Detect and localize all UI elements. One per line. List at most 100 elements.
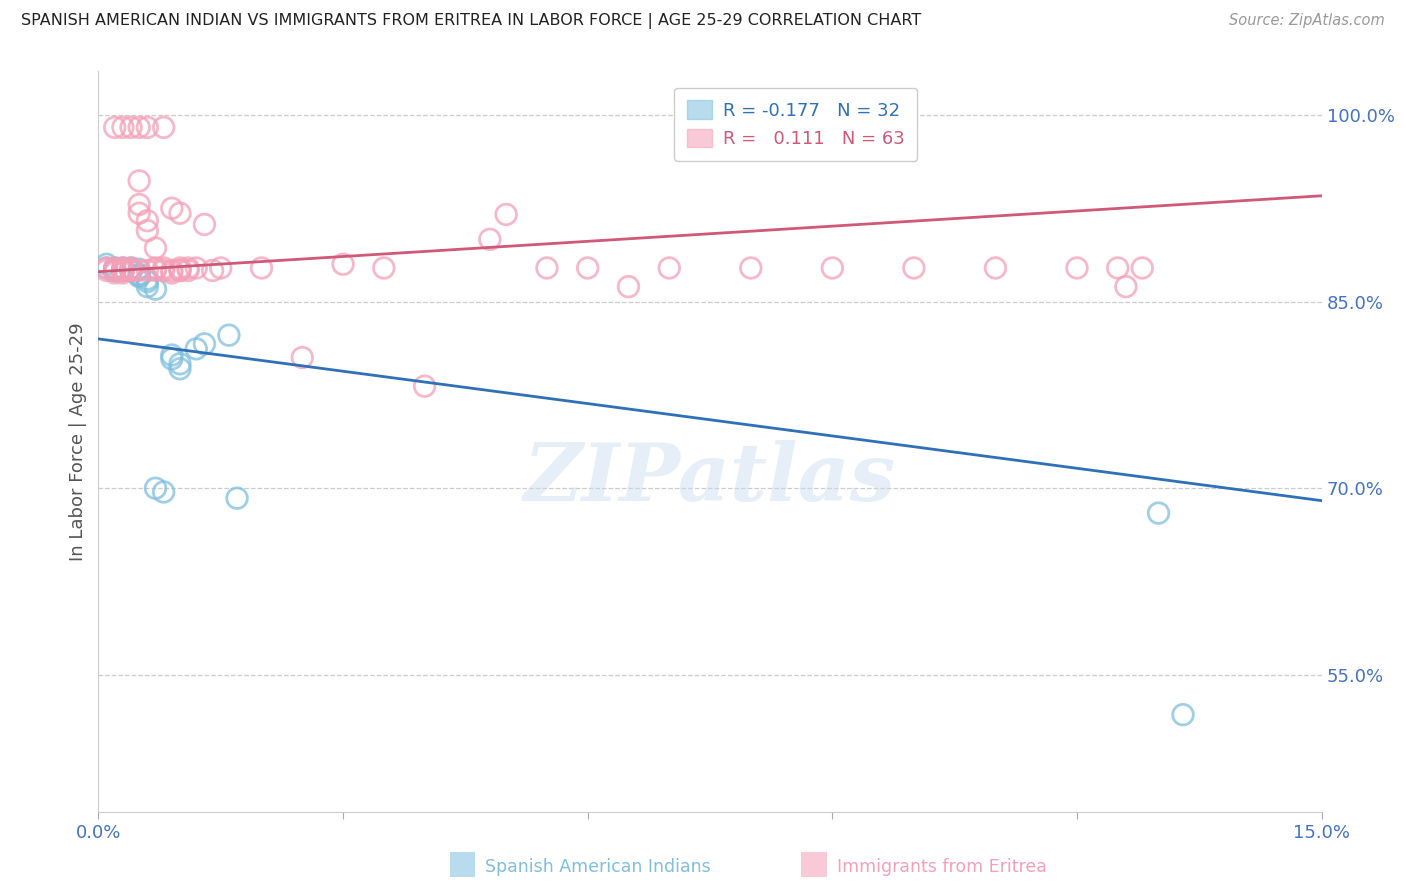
Point xyxy=(152,263,174,277)
Point xyxy=(201,263,224,277)
Point xyxy=(658,260,681,275)
Point xyxy=(111,260,134,275)
Point xyxy=(128,263,150,277)
Point xyxy=(96,257,118,271)
Point xyxy=(96,263,118,277)
Point xyxy=(104,263,127,277)
Point xyxy=(104,263,127,277)
Point xyxy=(136,263,159,277)
Point xyxy=(169,260,191,275)
Point xyxy=(177,260,200,275)
Point xyxy=(111,263,134,277)
Point xyxy=(104,260,127,275)
Point xyxy=(136,275,159,289)
Point xyxy=(128,267,150,281)
Point xyxy=(821,260,844,275)
Point xyxy=(373,260,395,275)
Point xyxy=(104,263,127,277)
Text: SPANISH AMERICAN INDIAN VS IMMIGRANTS FROM ERITREA IN LABOR FORCE | AGE 25-29 CO: SPANISH AMERICAN INDIAN VS IMMIGRANTS FR… xyxy=(21,13,921,29)
Point xyxy=(96,260,118,275)
Point xyxy=(740,260,762,275)
Point xyxy=(1115,279,1137,293)
Point xyxy=(120,120,142,135)
Point xyxy=(136,120,159,135)
Text: Source: ZipAtlas.com: Source: ZipAtlas.com xyxy=(1229,13,1385,29)
Point xyxy=(152,484,174,499)
Point xyxy=(136,279,159,293)
Point xyxy=(169,357,191,371)
Text: Spanish American Indians: Spanish American Indians xyxy=(485,858,711,876)
Point xyxy=(536,260,558,275)
Point xyxy=(145,260,167,275)
Point xyxy=(120,260,142,275)
Point xyxy=(160,351,183,366)
Point xyxy=(186,342,208,356)
Point xyxy=(128,120,150,135)
Point xyxy=(1066,260,1088,275)
Point xyxy=(128,269,150,284)
Text: Immigrants from Eritrea: Immigrants from Eritrea xyxy=(837,858,1046,876)
Point xyxy=(903,260,925,275)
Point xyxy=(111,263,134,277)
Y-axis label: In Labor Force | Age 25-29: In Labor Force | Age 25-29 xyxy=(69,322,87,561)
Point xyxy=(136,272,159,286)
Point xyxy=(120,263,142,277)
Point xyxy=(145,241,167,255)
Point xyxy=(169,263,191,277)
Point xyxy=(120,263,142,277)
Point xyxy=(169,361,191,376)
Point xyxy=(120,260,142,275)
Point xyxy=(128,206,150,220)
Point xyxy=(186,260,208,275)
Point xyxy=(128,268,150,283)
Point xyxy=(120,263,142,277)
Point xyxy=(128,197,150,211)
Point xyxy=(160,266,183,280)
Point xyxy=(1147,506,1170,520)
Point xyxy=(1130,260,1153,275)
Point xyxy=(96,260,118,275)
Point xyxy=(1107,260,1129,275)
Point xyxy=(160,348,183,362)
Point xyxy=(152,120,174,135)
Point xyxy=(111,263,134,277)
Point xyxy=(128,262,150,277)
Point xyxy=(104,260,127,275)
Point xyxy=(478,232,501,246)
Point xyxy=(120,263,142,277)
Point xyxy=(120,263,142,277)
Point xyxy=(111,266,134,280)
Point xyxy=(160,263,183,277)
Point xyxy=(145,263,167,277)
Point xyxy=(209,260,232,275)
Legend: R = -0.177   N = 32, R =   0.111   N = 63: R = -0.177 N = 32, R = 0.111 N = 63 xyxy=(673,87,917,161)
Point xyxy=(136,224,159,238)
Point xyxy=(332,257,354,271)
Point xyxy=(169,206,191,220)
Point xyxy=(104,120,127,135)
Point xyxy=(413,379,436,393)
Point xyxy=(136,213,159,227)
Point xyxy=(169,263,191,277)
Point xyxy=(128,174,150,188)
Point xyxy=(1171,707,1194,722)
Point xyxy=(193,336,215,351)
Point xyxy=(111,263,134,277)
Point xyxy=(111,260,134,275)
Point xyxy=(984,260,1007,275)
Point xyxy=(495,207,517,221)
Point xyxy=(152,260,174,275)
Point xyxy=(193,218,215,232)
Point xyxy=(111,263,134,277)
Point xyxy=(617,279,640,293)
Point xyxy=(160,201,183,215)
Point xyxy=(145,282,167,296)
Point xyxy=(218,328,240,343)
Point xyxy=(177,263,200,277)
Point xyxy=(291,351,314,365)
Point xyxy=(145,481,167,495)
Point xyxy=(576,260,599,275)
Point xyxy=(226,491,249,505)
Point xyxy=(104,266,127,280)
Point xyxy=(250,260,273,275)
